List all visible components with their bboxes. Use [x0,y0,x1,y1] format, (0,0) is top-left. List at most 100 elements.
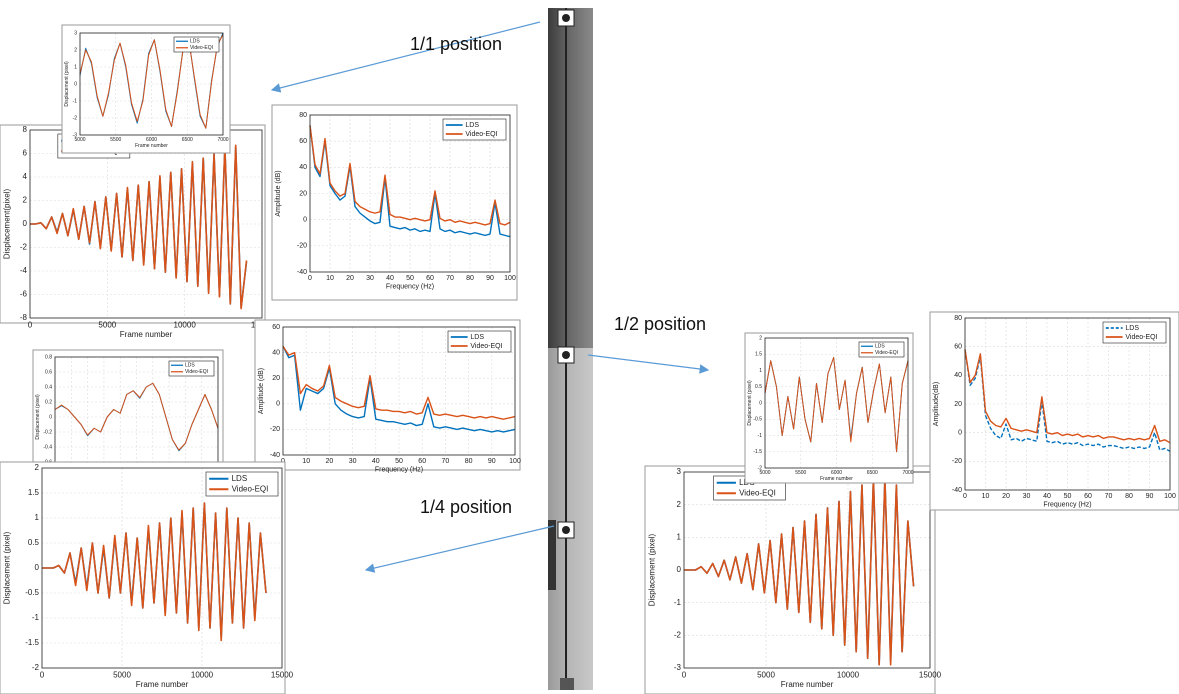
chart: 5000 5500 6000 6500 7000 -3 -2 -1 0 1 2 3 LDSVideo-E… [61,24,231,154]
legend-label: Video-EQI [185,369,208,375]
x-axis-label: Frequency (Hz) [1043,502,1091,509]
y-tick-label: 0.4 [45,384,52,390]
x-tick-label: 50 [395,458,403,465]
x-tick-label: 10000 [191,670,214,679]
x-tick-label: 60 [426,275,434,282]
plot-border [79,32,224,136]
x-tick-label: 80 [466,275,474,282]
y-tick-label: 2 [35,463,40,472]
plot-border [764,337,909,469]
annotation: 1/2 position [614,314,706,334]
y-tick-label: -40 [952,487,962,494]
y-tick-label: 2 [677,500,682,509]
y-tick-label: 20 [954,401,962,408]
x-tick-label: 0 [682,670,687,679]
y-tick-label: -1 [674,598,682,607]
series-line [54,382,219,451]
rod-photo [548,8,593,690]
y-tick-label: 0 [677,565,682,574]
x-tick-label: 15000 [271,670,294,679]
x-tick-label: 10 [982,493,990,500]
chart: 5000 5500 6000 6500 7000 -2 -1.5 -1 -0.5 0 0.5 1 1.5… [744,332,914,484]
y-tick-label: 20 [299,190,307,197]
y-tick-label: 1 [759,368,762,374]
y-tick-label: -3 [73,132,78,138]
y-tick-label: 60 [954,344,962,351]
y-tick-label: 0.6 [45,369,52,375]
x-tick-label: 10 [326,275,334,282]
y-tick-label: -2 [758,465,763,471]
series-line [309,125,511,226]
y-tick-label: -20 [270,426,280,433]
y-tick-label: 1.5 [755,352,762,358]
x-tick-label: 6000 [831,470,842,476]
legend-label: Video-EQI [232,484,269,493]
y-tick-label: 0 [49,414,52,420]
x-tick-label: 30 [349,458,357,465]
x-tick-label: 5000 [757,670,775,679]
x-tick-label: 20 [1002,493,1010,500]
y-tick-label: -0.2 [43,429,52,435]
y-tick-label: -1.5 [25,638,39,647]
y-axis-label: Displacement (pixel) [747,380,753,426]
x-tick-label: 100 [1164,493,1176,500]
y-tick-label: 0 [958,430,962,437]
x-tick-label: 5000 [98,320,116,329]
y-tick-label: 0.5 [28,538,40,547]
x-tick-label: 10000 [174,320,197,329]
y-tick-label: -2 [73,115,78,121]
plot-border [41,467,283,669]
x-tick-label: 5500 [795,470,806,476]
chart: 0 10 20 30 40 50 60 70 80 90 100 -40 -20 0 20 40 60 80 LDS… [929,311,1179,511]
y-tick-label: 40 [299,164,307,171]
y-axis-label: Amplitude(dB) [933,382,940,426]
y-tick-label: 0 [759,400,762,406]
x-tick-label: 40 [1043,493,1051,500]
y-tick-label: -1 [73,98,78,104]
y-tick-label: 2 [74,47,77,53]
series-line [282,345,516,433]
x-axis-label: Frame number [135,143,168,149]
y-tick-label: -1 [758,433,763,439]
y-axis-label: Displacement (pixel) [35,394,41,440]
x-tick-label: 40 [372,458,380,465]
y-tick-label: 80 [299,112,307,119]
x-tick-label: 10000 [837,670,860,679]
legend-label: Video-EQI [190,45,213,51]
y-tick-label: 60 [299,138,307,145]
x-tick-label: 6500 [182,137,193,143]
series-line [684,477,915,666]
y-tick-label: -4 [20,266,28,275]
x-tick-label: 0 [40,670,45,679]
x-tick-label: 70 [1105,493,1113,500]
y-axis-label: Displacement(pixel) [2,189,11,260]
x-tick-label: 20 [346,275,354,282]
x-tick-label: 90 [488,458,496,465]
y-tick-label: 3 [677,467,682,476]
y-tick-label: -6 [20,290,28,299]
y-tick-label: 4 [23,172,28,181]
x-tick-label: 7000 [902,470,913,476]
legend-label: Video-EQI [1125,334,1157,341]
x-tick-label: 6000 [146,137,157,143]
series-line [764,357,909,453]
plot-border [309,114,511,273]
y-axis-label: Displacement (pixel) [64,61,70,107]
y-tick-label: 2 [23,196,28,205]
x-tick-label: 60 [1084,493,1092,500]
legend-label: Video-EQI [875,350,898,356]
x-axis-label: Frequency (Hz) [386,284,434,291]
y-tick-label: -20 [297,243,307,250]
legend-label: LDS [232,474,248,483]
legend-label: Video-EQI [470,343,502,350]
charts: 050001000015000-8-6-4-202468LDSVideo-EQI… [0,24,1179,694]
x-tick-label: 0 [308,275,312,282]
y-tick-label: -40 [270,452,280,459]
y-axis-label: Displacement (pixel) [647,533,656,606]
x-tick-label: 30 [1023,493,1031,500]
